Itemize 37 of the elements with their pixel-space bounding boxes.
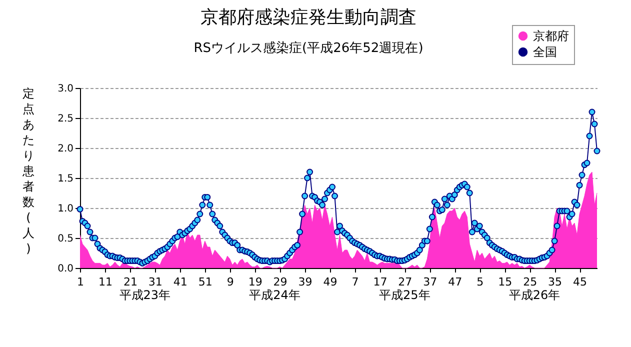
x-tick-label: 1: [77, 276, 84, 288]
y-tick-label: 1.5: [58, 174, 74, 184]
text: 定点あたり患者数(人): [22, 86, 34, 256]
x-tick-label: 49: [323, 276, 338, 288]
y-tick-label: 2.5: [58, 114, 74, 124]
x-tick-label: 17: [373, 276, 388, 288]
x-tick-label: 15: [498, 276, 512, 288]
x-tick-label: 47: [448, 276, 462, 288]
legend-label: 全国: [533, 45, 557, 59]
y-tick-label: 0.5: [58, 234, 74, 244]
x-tick-label: 37: [423, 276, 438, 288]
x-tick-label: 21: [123, 276, 138, 288]
x-tick-label: 45: [573, 276, 588, 288]
x-tick-label: 9: [226, 276, 234, 288]
chart-title: 京都府感染症発生動向調査: [200, 7, 416, 28]
y-tick-label: 0.0: [58, 264, 74, 274]
x-tick-label: 7: [352, 276, 359, 288]
text: 平成23年: [119, 288, 171, 302]
x-tick-label: 5: [476, 276, 484, 288]
x-tick-label: 41: [173, 276, 188, 288]
x-tick-label: 31: [148, 276, 162, 288]
x-tick-label: 27: [398, 276, 412, 288]
chart-subtitle: RSウイルス感染症(平成26年52週現在): [194, 41, 424, 56]
y-tick-label: 3.0: [58, 84, 74, 94]
y-tick-label: 2.0: [58, 144, 74, 154]
x-tick-label: 51: [198, 276, 212, 288]
x-tick-label: 19: [248, 276, 262, 288]
text: 平成24年: [249, 288, 300, 302]
text: 平成25年: [379, 288, 430, 302]
x-tick-label: 29: [273, 276, 288, 288]
y-tick-label: 1.0: [58, 204, 74, 214]
legend-label: 京都府: [533, 29, 569, 43]
x-tick-label: 25: [523, 276, 538, 288]
x-tick-label: 35: [548, 276, 562, 288]
x-tick-label: 11: [98, 276, 112, 288]
x-tick-label: 39: [298, 276, 312, 288]
text: 平成26年: [508, 288, 560, 302]
